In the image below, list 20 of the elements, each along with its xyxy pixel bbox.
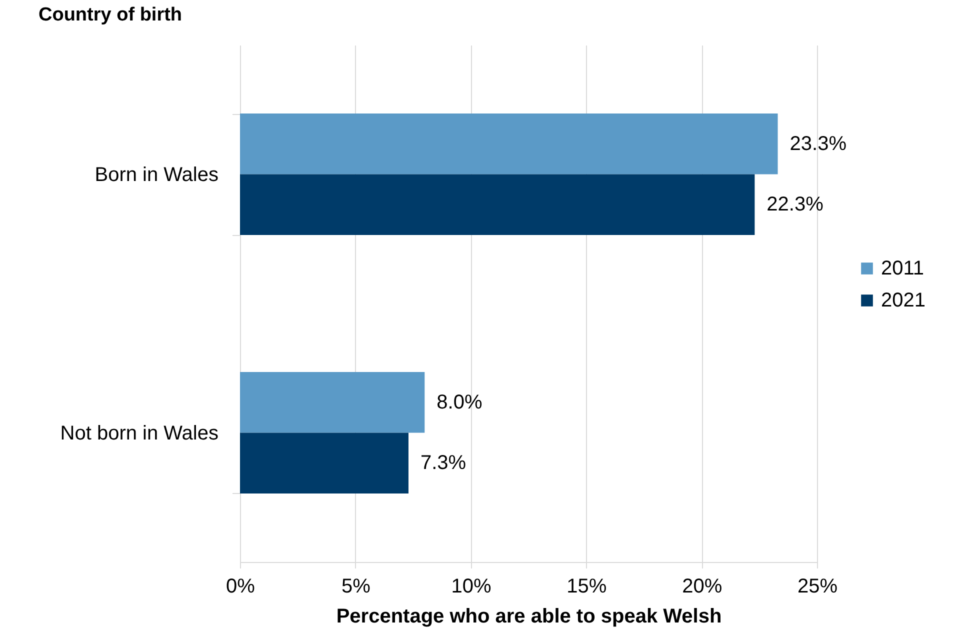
data-label: 8.0% [436,391,482,414]
x-tick-label: 10% [451,576,492,598]
y-tick-label: Born in Wales [94,164,218,186]
x-tick-label: 15% [566,576,607,598]
y-axis-title: Country of birth [38,4,182,26]
x-axis-title: Percentage who are able to speak Welsh [336,606,722,628]
x-tick-label: 5% [341,576,371,598]
bar [240,432,408,494]
bar [240,114,778,174]
bar [240,174,755,235]
data-label: 7.3% [420,452,466,474]
x-tick-label: 25% [797,576,838,598]
data-label: 22.3% [766,194,824,216]
y-tick-label: Not born in Wales [60,422,218,444]
bar [240,372,425,433]
x-tick-label: 0% [226,576,256,598]
legend-label: 2011 [881,258,924,280]
data-label: 23.3% [790,132,847,155]
x-tick-label: 20% [682,576,722,598]
legend-label: 2021 [881,290,926,312]
